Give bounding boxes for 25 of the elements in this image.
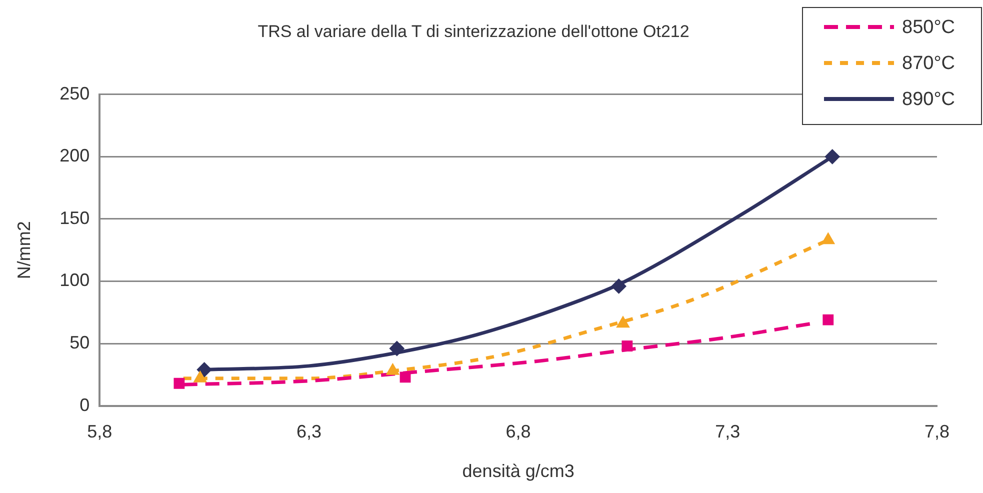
point	[611, 278, 626, 294]
y-tick-label: 250	[60, 83, 90, 104]
point	[400, 372, 411, 383]
y-tick-label: 50	[70, 332, 90, 352]
x-tick-label: 5,8	[87, 422, 112, 442]
chart-title: TRS al variare della T di sinterizzazione dell'ottone Ot212	[258, 22, 690, 41]
point	[822, 314, 834, 326]
y-tick-label: 150	[60, 208, 90, 228]
point	[622, 340, 633, 352]
y-tick-label: 100	[60, 270, 90, 290]
y-tick-label: 0	[80, 394, 90, 415]
point	[824, 149, 840, 164]
point	[389, 341, 404, 356]
legend-label: 890°C	[902, 89, 956, 110]
legend-label: 870°C	[902, 53, 956, 74]
x-tick-label: 6,3	[296, 422, 322, 442]
point	[196, 362, 212, 378]
y-tick-label: 200	[60, 146, 90, 166]
x-tick-label: 6,8	[506, 422, 531, 442]
x-axis-title: densità g/cm3	[462, 461, 574, 482]
legend-label: 850°C	[902, 17, 956, 38]
point	[174, 378, 185, 389]
x-tick-label: 7,3	[715, 422, 740, 442]
x-tick-label: 7,8	[924, 422, 950, 442]
y-axis-title: N/mm2	[14, 221, 34, 280]
